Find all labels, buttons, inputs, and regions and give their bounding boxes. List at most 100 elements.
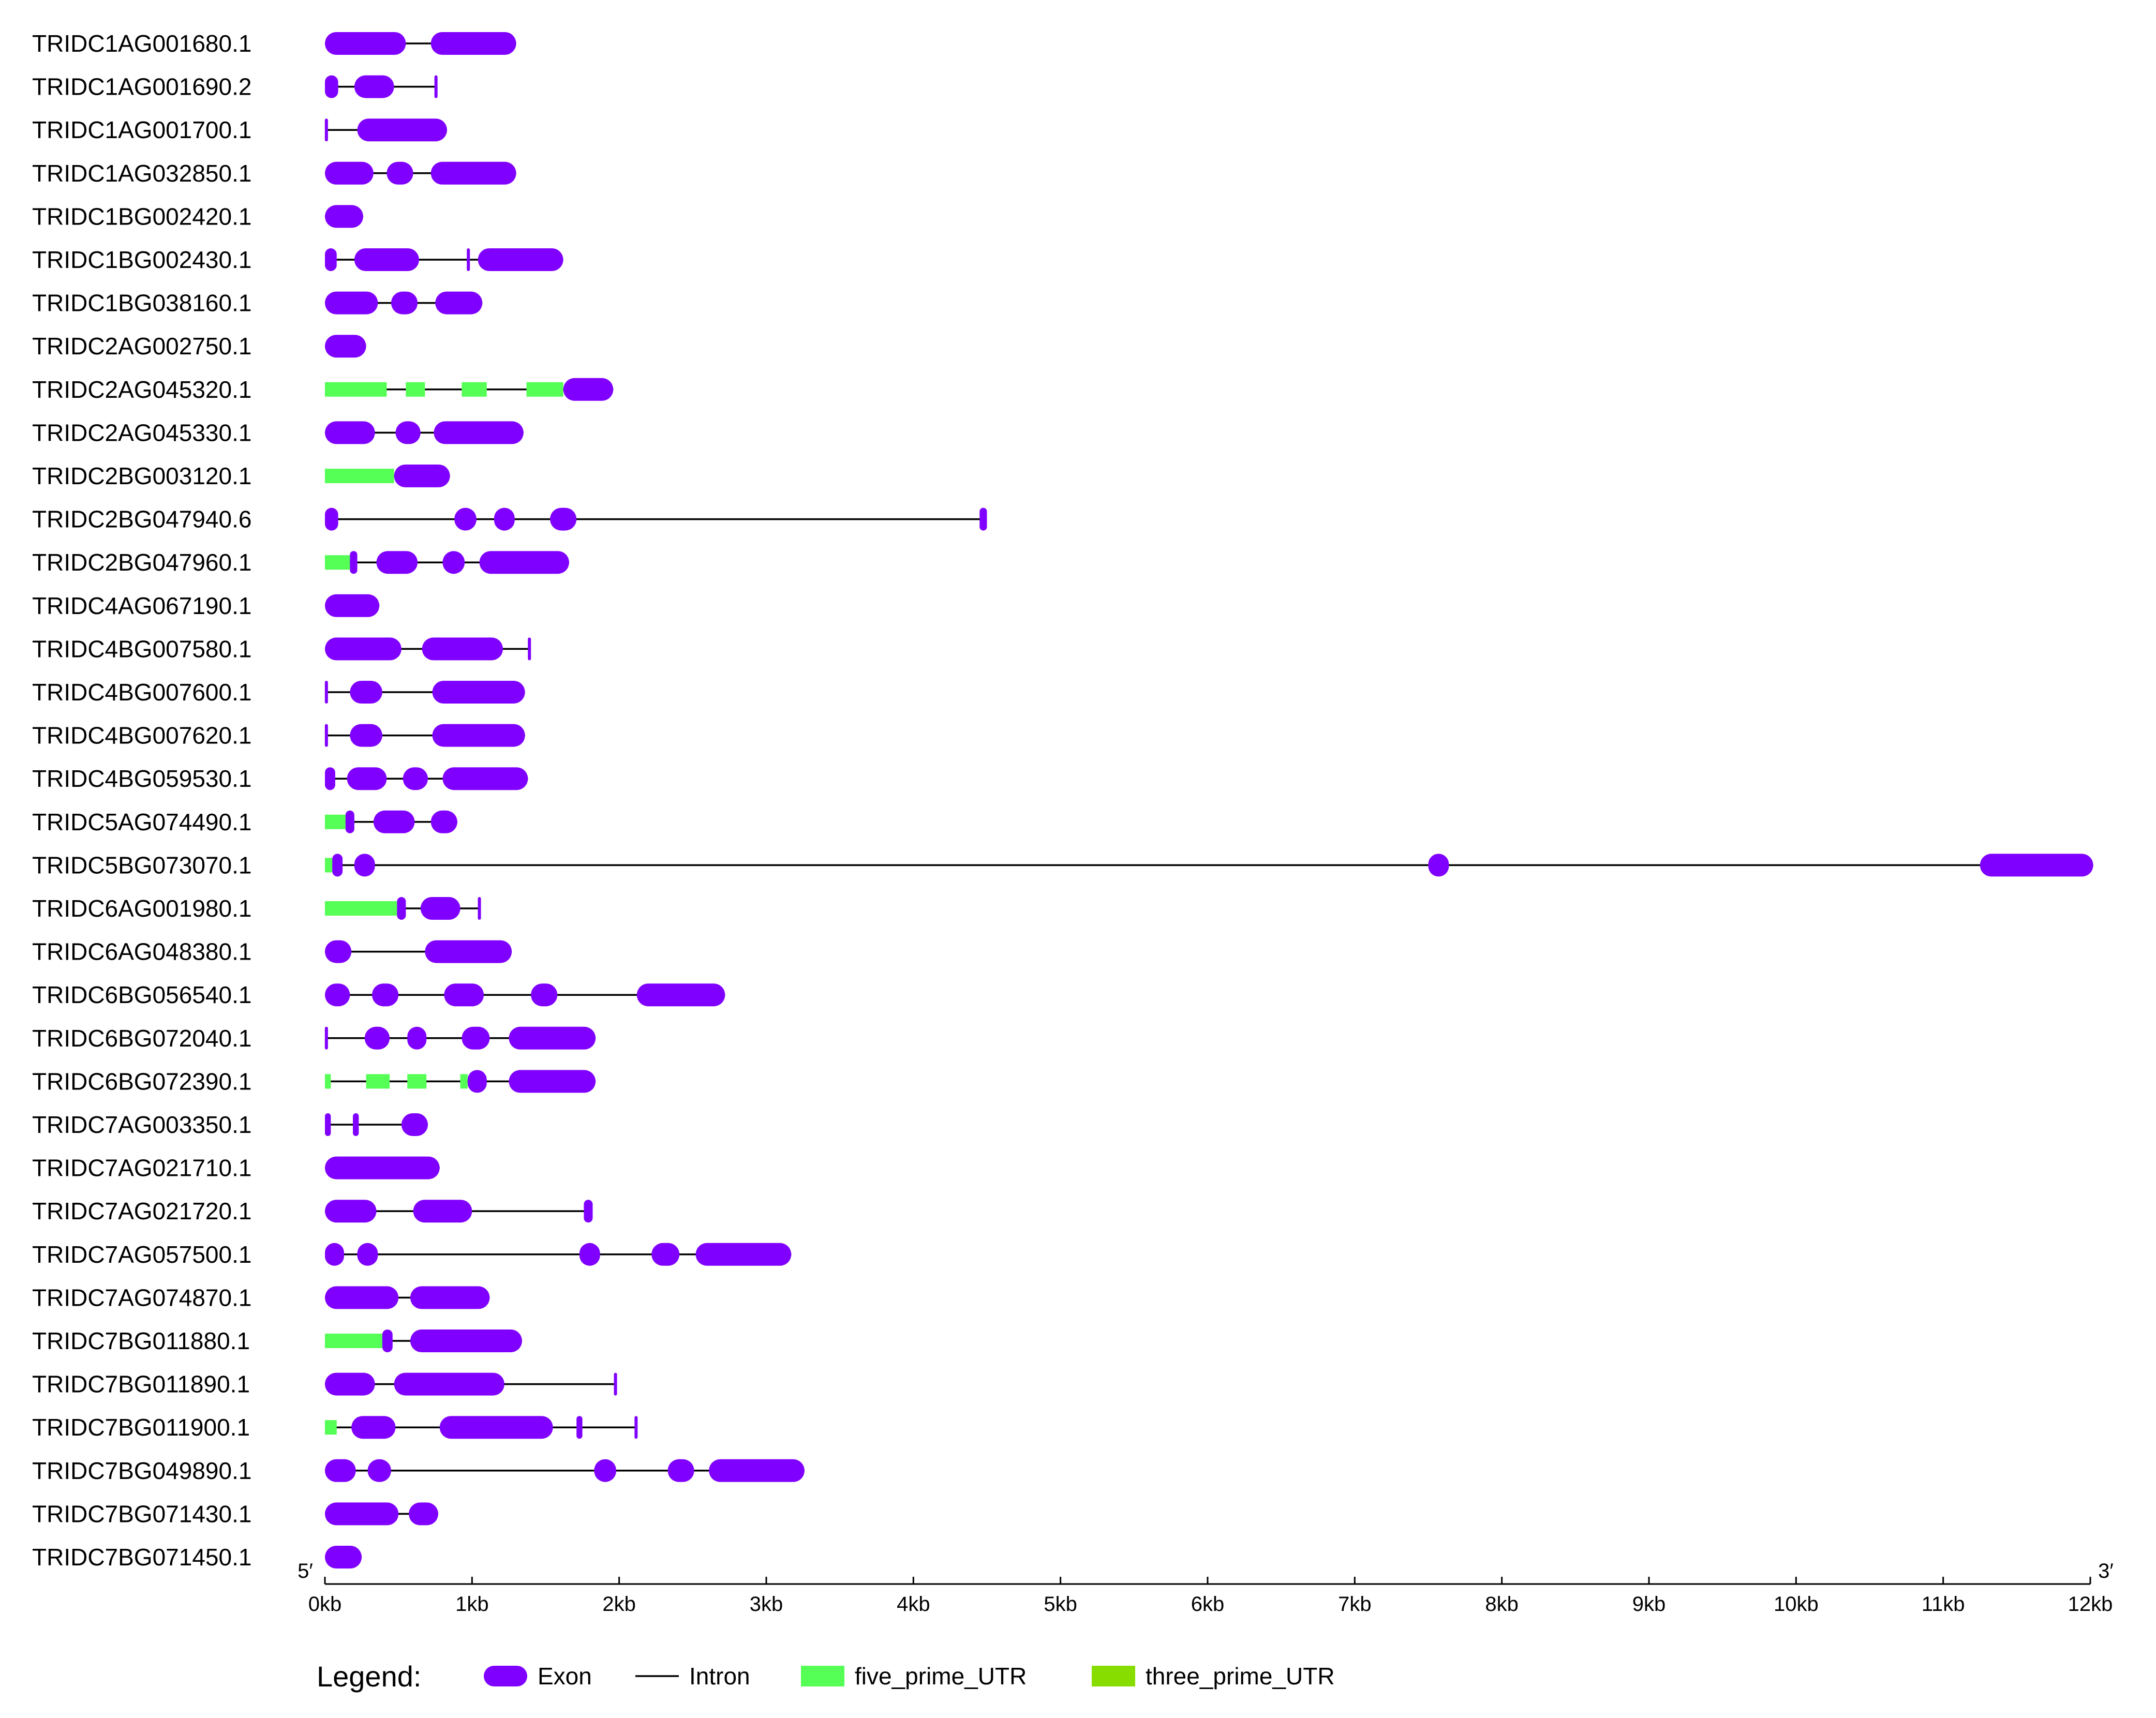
gene-row: TRIDC2BG047960.1	[32, 549, 569, 576]
gene-name-label: TRIDC1AG001690.2	[32, 73, 251, 100]
gene-row: TRIDC2BG047940.6	[32, 506, 987, 533]
exon-block	[579, 1243, 600, 1266]
axis-tick-label: 4kb	[897, 1593, 930, 1616]
exon-block	[324, 681, 328, 704]
exon-block	[444, 983, 484, 1007]
exon-block	[354, 75, 394, 98]
gene-name-label: TRIDC2AG002750.1	[32, 333, 251, 360]
gene-row: TRIDC7AG021720.1	[32, 1198, 593, 1224]
gene-name-label: TRIDC7BG011900.1	[32, 1414, 250, 1441]
gene-name-label: TRIDC5AG074490.1	[32, 809, 251, 835]
exon-block	[325, 940, 352, 963]
legend-label: Intron	[689, 1663, 750, 1690]
gene-name-label: TRIDC7BG049890.1	[32, 1457, 251, 1484]
gene-name-label: TRIDC2BG003120.1	[32, 462, 251, 489]
exon-block	[325, 205, 363, 228]
exon-block	[350, 724, 382, 747]
exon-block	[324, 118, 328, 142]
exon-block	[325, 1546, 362, 1568]
legend-item-intron: Intron	[635, 1663, 750, 1690]
exon-block	[550, 507, 577, 531]
exon-block	[345, 810, 354, 833]
exon-block	[425, 940, 512, 963]
legend-label: three_prime_UTR	[1146, 1663, 1335, 1690]
gene-name-label: TRIDC2BG047940.6	[32, 506, 251, 533]
x-axis: 0kb 1kb 2kb 3kb 4kb 5kb 6kb 7kb 8kb 9kb 10kb 11kb 12…	[298, 1560, 2114, 1616]
legend-item-five-prime-utr: five_prime_UTR	[801, 1663, 1027, 1690]
five-prime-utr-block	[460, 1074, 468, 1089]
gene-name-label: TRIDC5BG073070.1	[32, 851, 251, 878]
gene-row: TRIDC6AG001980.1	[32, 895, 481, 922]
exon-block	[325, 161, 374, 185]
legend-item-exon: Exon	[484, 1663, 592, 1690]
exon-block	[563, 378, 614, 401]
exon-block	[403, 767, 428, 790]
gene-name-label: TRIDC2AG045320.1	[32, 376, 251, 403]
gene-row: TRIDC2BG003120.1	[32, 462, 450, 489]
gene-row: TRIDC1AG032850.1	[32, 160, 516, 187]
exon-block	[422, 637, 503, 661]
five-prime-utr-block	[325, 555, 350, 570]
legend: Legend: Exon Intron five_prime_UTR three_pri…	[317, 1660, 1335, 1693]
gene-name-label: TRIDC6AG048380.1	[32, 938, 251, 965]
axis-tick-label: 10kb	[1774, 1593, 1819, 1616]
exon-block	[432, 724, 525, 747]
gene-row: TRIDC1AG001680.1	[32, 30, 516, 57]
exon-block	[442, 551, 465, 574]
exon-block	[397, 897, 406, 920]
five-prime-utr-block	[325, 1074, 331, 1089]
gene-name-label: TRIDC7BG011890.1	[32, 1371, 250, 1398]
gene-row: TRIDC6BG072040.1	[32, 1025, 596, 1052]
exon-block	[354, 854, 375, 877]
gene-row: TRIDC7AG074870.1	[32, 1284, 490, 1311]
gene-name-label: TRIDC1BG002430.1	[32, 246, 251, 273]
gene-row: TRIDC7BG011880.1	[32, 1327, 523, 1354]
gene-name-label: TRIDC4BG059530.1	[32, 765, 251, 792]
exon-block	[325, 1113, 331, 1136]
exon-block	[462, 1026, 490, 1050]
exon-block	[432, 681, 525, 704]
exon-block	[325, 637, 402, 661]
gene-row: TRIDC7AG057500.1	[32, 1241, 792, 1268]
exon-block	[325, 767, 335, 790]
exon-block	[350, 681, 382, 704]
legend-label: Exon	[538, 1663, 592, 1690]
gene-name-label: TRIDC6AG001980.1	[32, 895, 251, 922]
exon-block	[376, 551, 418, 574]
exon-block	[395, 421, 421, 444]
five-prime-utr-block	[325, 901, 397, 916]
gene-row: TRIDC4BG007600.1	[32, 679, 525, 706]
gene-tracks: TRIDC1AG001680.1 TRIDC1AG001690.2 TRIDC1AG…	[32, 30, 2093, 1571]
legend-swatch-three-prime-utr	[1092, 1666, 1135, 1686]
gene-name-label: TRIDC2AG045330.1	[32, 419, 251, 446]
gene-row: TRIDC6BG056540.1	[32, 981, 725, 1008]
exon-block	[325, 32, 406, 55]
axis-tick-label: 11kb	[1922, 1593, 1965, 1616]
exon-block	[382, 1329, 393, 1352]
five-prime-utr-block	[325, 469, 394, 483]
gene-name-label: TRIDC6BG056540.1	[32, 981, 251, 1008]
axis-tick-label: 8kb	[1485, 1593, 1519, 1616]
gene-row: TRIDC7BG071430.1	[32, 1500, 438, 1527]
exon-block	[367, 1459, 391, 1482]
exon-block	[634, 1416, 638, 1439]
axis-tick-label: 5kb	[1044, 1593, 1077, 1616]
gene-name-label: TRIDC4BG007600.1	[32, 679, 251, 706]
exon-block	[576, 1416, 583, 1439]
gene-name-label: TRIDC7BG011880.1	[32, 1327, 250, 1354]
exon-block	[394, 465, 450, 487]
exon-block	[351, 1416, 396, 1439]
axis-tick-label: 7kb	[1338, 1593, 1372, 1616]
exon-block	[413, 1200, 472, 1223]
exon-block	[325, 248, 337, 271]
five-prime-utr-block	[526, 382, 563, 397]
axis-tick-label: 0kb	[308, 1593, 342, 1616]
exon-block	[1980, 854, 2093, 877]
five-prime-utr-block	[406, 382, 425, 397]
gene-row: TRIDC4AG067190.1	[32, 592, 380, 619]
exon-block	[354, 248, 419, 271]
five-prime-utr-block	[325, 858, 333, 873]
axis-tick-label: 12kb	[2068, 1593, 2113, 1616]
five-prime-utr-block	[325, 1334, 382, 1348]
exon-block	[401, 1113, 428, 1136]
